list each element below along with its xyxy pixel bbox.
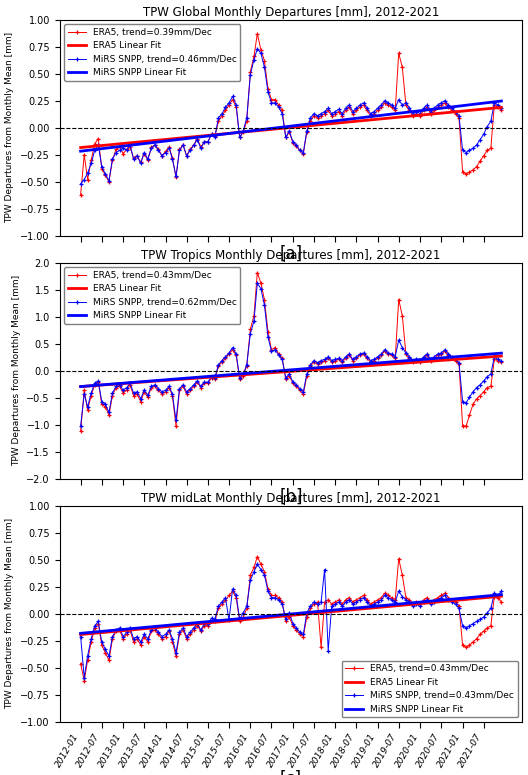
Legend: ERA5, trend=0.39mm/Dec, ERA5 Linear Fit, MiRS SNPP, trend=0.46mm/Dec, MiRS SNPP : ERA5, trend=0.39mm/Dec, ERA5 Linear Fit,… [64, 24, 240, 81]
Line: ERA5 Linear Fit: ERA5 Linear Fit [81, 356, 502, 387]
Line: MiRS SNPP Linear Fit: MiRS SNPP Linear Fit [81, 353, 502, 387]
Legend: ERA5, trend=0.43mm/Dec, ERA5 Linear Fit, MiRS SNPP, trend=0.43mm/Dec, MiRS SNPP : ERA5, trend=0.43mm/Dec, ERA5 Linear Fit,… [342, 660, 518, 718]
Line: MiRS SNPP Linear Fit: MiRS SNPP Linear Fit [81, 594, 502, 633]
Y-axis label: TPW Departures from Monthly Mean [mm]: TPW Departures from Monthly Mean [mm] [6, 32, 15, 223]
Line: MiRS SNPP Linear Fit: MiRS SNPP Linear Fit [81, 101, 502, 151]
Line: ERA5, trend=0.43mm/Dec: ERA5, trend=0.43mm/Dec [78, 270, 504, 434]
Title: TPW Tropics Monthly Departures [mm], 2012-2021: TPW Tropics Monthly Departures [mm], 201… [142, 249, 441, 262]
Y-axis label: TPW Departures from Monthly Mean [mm]: TPW Departures from Monthly Mean [mm] [6, 518, 15, 709]
Line: MiRS SNPP, trend=0.43mm/Dec: MiRS SNPP, trend=0.43mm/Dec [78, 562, 504, 680]
Line: ERA5, trend=0.43mm/Dec: ERA5, trend=0.43mm/Dec [78, 554, 504, 684]
Legend: ERA5, trend=0.43mm/Dec, ERA5 Linear Fit, MiRS SNPP, trend=0.62mm/Dec, MiRS SNPP : ERA5, trend=0.43mm/Dec, ERA5 Linear Fit,… [64, 267, 240, 324]
Line: ERA5, trend=0.39mm/Dec: ERA5, trend=0.39mm/Dec [78, 31, 504, 197]
Line: ERA5 Linear Fit: ERA5 Linear Fit [81, 596, 502, 635]
Title: TPW midLat Monthly Departures [mm], 2012-2021: TPW midLat Monthly Departures [mm], 2012… [142, 491, 441, 505]
Text: [c]: [c] [280, 770, 302, 775]
Text: [a]: [a] [279, 244, 303, 262]
Line: ERA5 Linear Fit: ERA5 Linear Fit [81, 108, 502, 147]
Line: MiRS SNPP, trend=0.46mm/Dec: MiRS SNPP, trend=0.46mm/Dec [78, 46, 504, 186]
Title: TPW Global Monthly Departures [mm], 2012-2021: TPW Global Monthly Departures [mm], 2012… [143, 5, 439, 19]
Line: MiRS SNPP, trend=0.62mm/Dec: MiRS SNPP, trend=0.62mm/Dec [78, 281, 504, 429]
Text: [b]: [b] [279, 487, 303, 505]
Y-axis label: TPW Departures from Monthly Mean [mm]: TPW Departures from Monthly Mean [mm] [12, 275, 21, 467]
